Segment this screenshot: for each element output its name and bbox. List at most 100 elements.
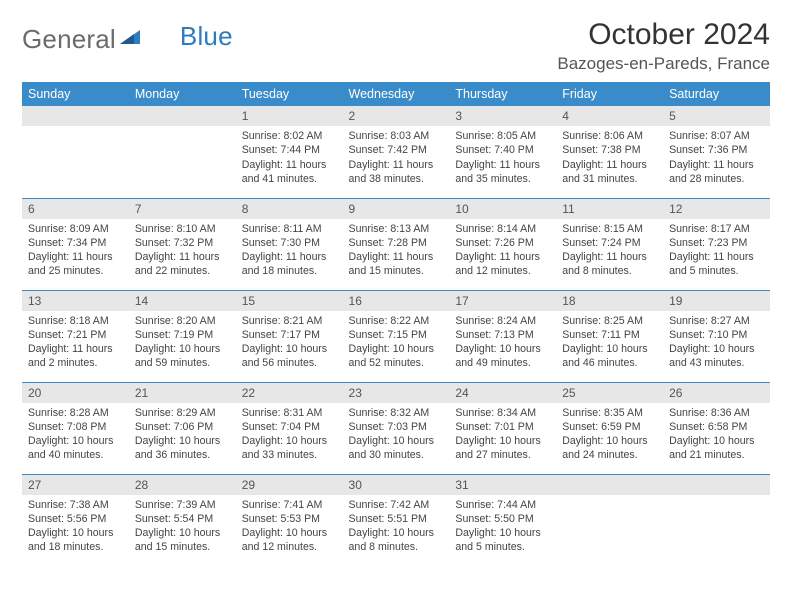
logo-word2: Blue (180, 21, 233, 52)
day-cell: 29Sunrise: 7:41 AMSunset: 5:53 PMDayligh… (236, 474, 343, 566)
day-cell: 30Sunrise: 7:42 AMSunset: 5:51 PMDayligh… (343, 474, 450, 566)
day-cell: 3Sunrise: 8:05 AMSunset: 7:40 PMDaylight… (449, 106, 556, 198)
sunrise-text: Sunrise: 8:11 AM (242, 222, 337, 236)
daylight-text: Daylight: 10 hours and 21 minutes. (669, 434, 764, 463)
day-number: 27 (22, 475, 129, 495)
sunrise-text: Sunrise: 8:10 AM (135, 222, 230, 236)
daylight-text: Daylight: 10 hours and 56 minutes. (242, 342, 337, 371)
sunrise-text: Sunrise: 7:39 AM (135, 498, 230, 512)
daylight-text: Daylight: 11 hours and 31 minutes. (562, 158, 657, 187)
sunrise-text: Sunrise: 8:02 AM (242, 129, 337, 143)
daylight-text: Daylight: 10 hours and 24 minutes. (562, 434, 657, 463)
week-row: 1Sunrise: 8:02 AMSunset: 7:44 PMDaylight… (22, 106, 770, 198)
day-cell: 23Sunrise: 8:32 AMSunset: 7:03 PMDayligh… (343, 382, 450, 474)
day-number (556, 475, 663, 495)
day-number: 7 (129, 199, 236, 219)
daylight-text: Daylight: 10 hours and 52 minutes. (349, 342, 444, 371)
sunset-text: Sunset: 7:38 PM (562, 143, 657, 157)
sunset-text: Sunset: 7:30 PM (242, 236, 337, 250)
daylight-text: Daylight: 10 hours and 43 minutes. (669, 342, 764, 371)
sunrise-text: Sunrise: 8:31 AM (242, 406, 337, 420)
day-number: 8 (236, 199, 343, 219)
day-cell: 4Sunrise: 8:06 AMSunset: 7:38 PMDaylight… (556, 106, 663, 198)
day-number: 16 (343, 291, 450, 311)
day-header: Tuesday (236, 82, 343, 106)
day-number: 1 (236, 106, 343, 126)
sunrise-text: Sunrise: 7:42 AM (349, 498, 444, 512)
header: General Blue October 2024 Bazoges-en-Par… (22, 18, 770, 74)
day-details: Sunrise: 8:34 AMSunset: 7:01 PMDaylight:… (449, 403, 556, 467)
sunrise-text: Sunrise: 7:44 AM (455, 498, 550, 512)
sunrise-text: Sunrise: 7:41 AM (242, 498, 337, 512)
day-number (663, 475, 770, 495)
sunset-text: Sunset: 7:28 PM (349, 236, 444, 250)
daylight-text: Daylight: 11 hours and 8 minutes. (562, 250, 657, 279)
sunrise-text: Sunrise: 8:17 AM (669, 222, 764, 236)
day-number: 31 (449, 475, 556, 495)
logo: General Blue (22, 24, 233, 55)
daylight-text: Daylight: 10 hours and 49 minutes. (455, 342, 550, 371)
day-cell: 9Sunrise: 8:13 AMSunset: 7:28 PMDaylight… (343, 198, 450, 290)
day-number (129, 106, 236, 126)
day-header: Friday (556, 82, 663, 106)
daylight-text: Daylight: 11 hours and 28 minutes. (669, 158, 764, 187)
day-number: 28 (129, 475, 236, 495)
day-details: Sunrise: 7:38 AMSunset: 5:56 PMDaylight:… (22, 495, 129, 559)
day-details: Sunrise: 8:24 AMSunset: 7:13 PMDaylight:… (449, 311, 556, 375)
day-header: Wednesday (343, 82, 450, 106)
day-details: Sunrise: 8:35 AMSunset: 6:59 PMDaylight:… (556, 403, 663, 467)
daylight-text: Daylight: 11 hours and 5 minutes. (669, 250, 764, 279)
day-cell: 10Sunrise: 8:14 AMSunset: 7:26 PMDayligh… (449, 198, 556, 290)
week-row: 13Sunrise: 8:18 AMSunset: 7:21 PMDayligh… (22, 290, 770, 382)
day-cell: 15Sunrise: 8:21 AMSunset: 7:17 PMDayligh… (236, 290, 343, 382)
day-details: Sunrise: 8:03 AMSunset: 7:42 PMDaylight:… (343, 126, 450, 190)
sunrise-text: Sunrise: 8:05 AM (455, 129, 550, 143)
sunset-text: Sunset: 6:59 PM (562, 420, 657, 434)
day-details: Sunrise: 8:10 AMSunset: 7:32 PMDaylight:… (129, 219, 236, 283)
sunrise-text: Sunrise: 8:29 AM (135, 406, 230, 420)
day-number: 17 (449, 291, 556, 311)
sunset-text: Sunset: 7:21 PM (28, 328, 123, 342)
day-details: Sunrise: 8:06 AMSunset: 7:38 PMDaylight:… (556, 126, 663, 190)
day-details: Sunrise: 7:39 AMSunset: 5:54 PMDaylight:… (129, 495, 236, 559)
daylight-text: Daylight: 10 hours and 59 minutes. (135, 342, 230, 371)
sunset-text: Sunset: 7:44 PM (242, 143, 337, 157)
sunrise-text: Sunrise: 8:28 AM (28, 406, 123, 420)
day-details: Sunrise: 8:15 AMSunset: 7:24 PMDaylight:… (556, 219, 663, 283)
logo-word1: General (22, 24, 116, 55)
day-details: Sunrise: 7:42 AMSunset: 5:51 PMDaylight:… (343, 495, 450, 559)
sunrise-text: Sunrise: 8:06 AM (562, 129, 657, 143)
day-details: Sunrise: 8:17 AMSunset: 7:23 PMDaylight:… (663, 219, 770, 283)
sunset-text: Sunset: 7:13 PM (455, 328, 550, 342)
day-details: Sunrise: 8:22 AMSunset: 7:15 PMDaylight:… (343, 311, 450, 375)
sunrise-text: Sunrise: 8:07 AM (669, 129, 764, 143)
day-header: Thursday (449, 82, 556, 106)
calendar-table: Sunday Monday Tuesday Wednesday Thursday… (22, 82, 770, 566)
daylight-text: Daylight: 11 hours and 25 minutes. (28, 250, 123, 279)
day-cell: 20Sunrise: 8:28 AMSunset: 7:08 PMDayligh… (22, 382, 129, 474)
sunset-text: Sunset: 7:36 PM (669, 143, 764, 157)
daylight-text: Daylight: 11 hours and 38 minutes. (349, 158, 444, 187)
sunset-text: Sunset: 7:10 PM (669, 328, 764, 342)
day-cell: 12Sunrise: 8:17 AMSunset: 7:23 PMDayligh… (663, 198, 770, 290)
day-number: 13 (22, 291, 129, 311)
title-block: October 2024 Bazoges-en-Pareds, France (557, 18, 770, 74)
day-details: Sunrise: 8:20 AMSunset: 7:19 PMDaylight:… (129, 311, 236, 375)
daylight-text: Daylight: 11 hours and 2 minutes. (28, 342, 123, 371)
sunrise-text: Sunrise: 8:15 AM (562, 222, 657, 236)
daylight-text: Daylight: 11 hours and 12 minutes. (455, 250, 550, 279)
day-number: 26 (663, 383, 770, 403)
day-details: Sunrise: 8:21 AMSunset: 7:17 PMDaylight:… (236, 311, 343, 375)
sunset-text: Sunset: 7:34 PM (28, 236, 123, 250)
day-number: 23 (343, 383, 450, 403)
sunrise-text: Sunrise: 8:34 AM (455, 406, 550, 420)
day-details: Sunrise: 8:32 AMSunset: 7:03 PMDaylight:… (343, 403, 450, 467)
daylight-text: Daylight: 10 hours and 8 minutes. (349, 526, 444, 555)
day-number: 15 (236, 291, 343, 311)
day-cell: 6Sunrise: 8:09 AMSunset: 7:34 PMDaylight… (22, 198, 129, 290)
sunset-text: Sunset: 7:15 PM (349, 328, 444, 342)
day-details: Sunrise: 8:02 AMSunset: 7:44 PMDaylight:… (236, 126, 343, 190)
day-number: 24 (449, 383, 556, 403)
sunrise-text: Sunrise: 8:03 AM (349, 129, 444, 143)
sunset-text: Sunset: 7:40 PM (455, 143, 550, 157)
